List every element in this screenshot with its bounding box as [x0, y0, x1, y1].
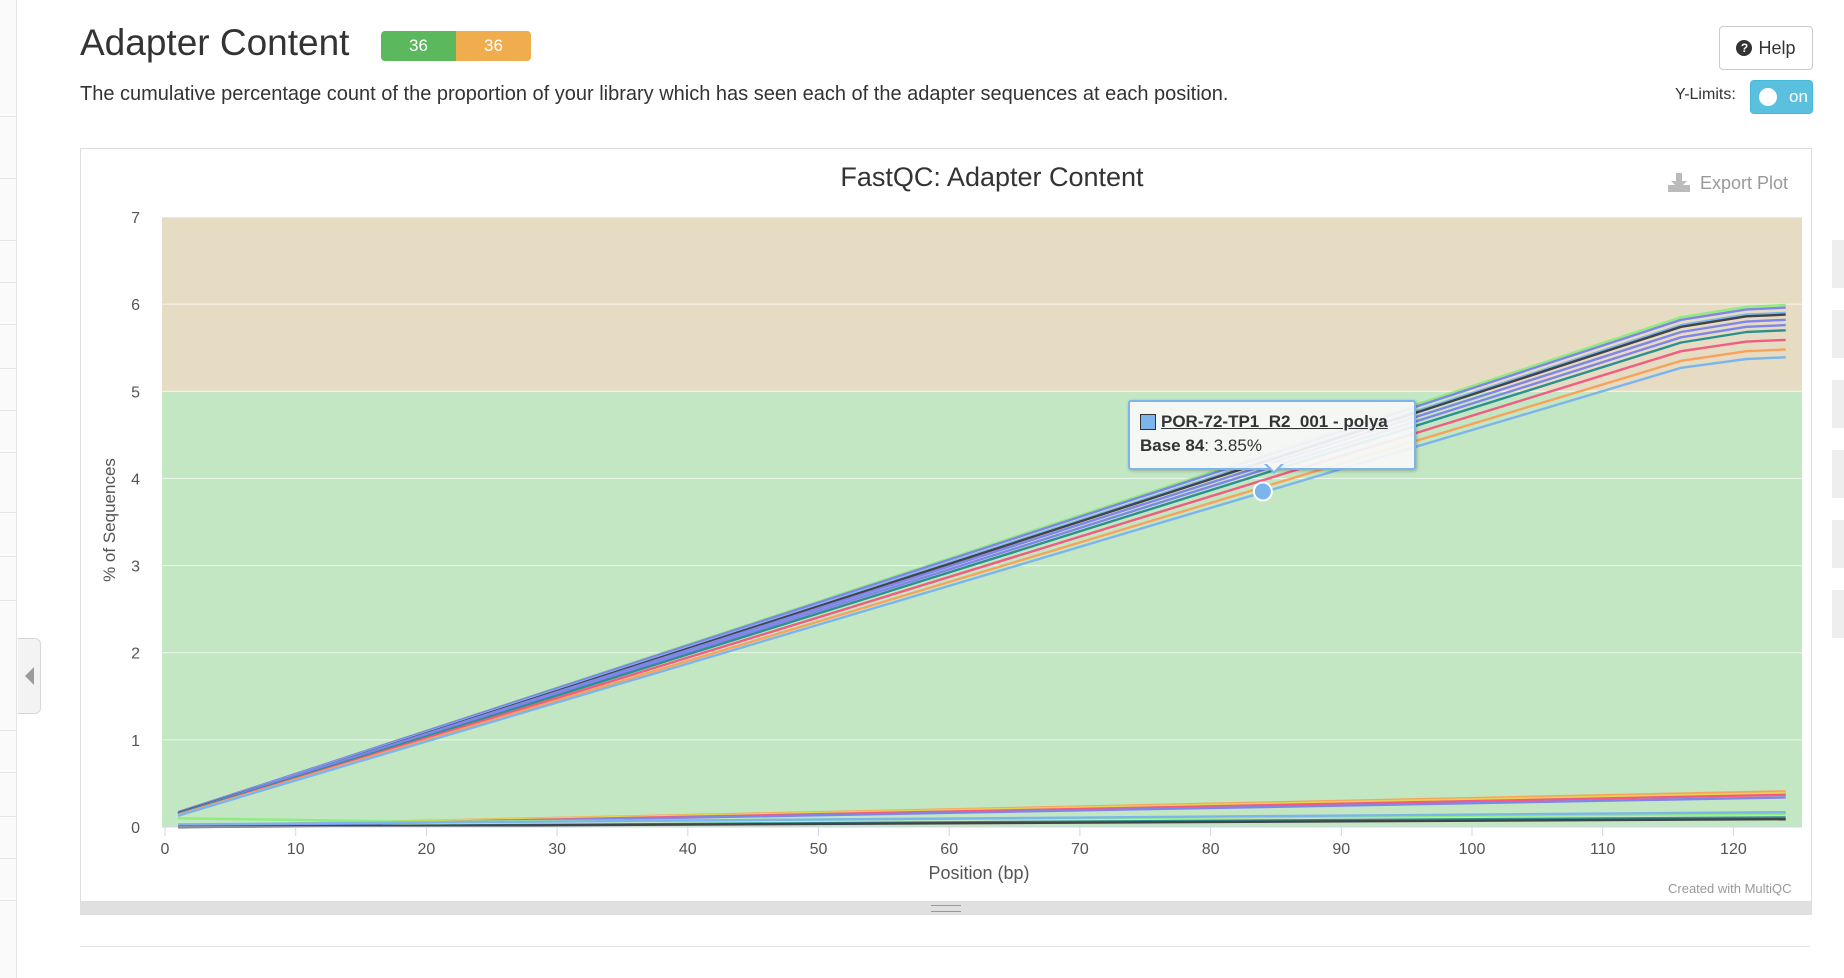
y-tick-label: 3 — [131, 559, 140, 576]
x-tick-label: 40 — [679, 841, 697, 858]
tooltip-value: : 3.85% — [1204, 436, 1262, 455]
section-title: Adapter Content — [80, 22, 350, 63]
lower-series-line-7[interactable] — [178, 818, 1786, 829]
x-tick-label: 50 — [810, 841, 828, 858]
y-tick-label: 5 — [131, 384, 140, 401]
grip-icon — [931, 904, 961, 912]
sidebar-collapse-button[interactable] — [18, 638, 41, 714]
divider — [80, 946, 1810, 947]
x-tick-label: 30 — [548, 841, 566, 858]
y-tick-label: 6 — [131, 297, 140, 314]
y-tick-label: 2 — [131, 646, 140, 663]
help-button[interactable]: ? Help — [1719, 26, 1813, 70]
plot-credit: Created with MultiQC — [1668, 881, 1792, 896]
ylimits-label: Y-Limits: — [1675, 86, 1736, 103]
export-plot-button[interactable]: Export Plot — [1666, 172, 1788, 194]
x-tick-label: 90 — [1332, 841, 1350, 858]
plot-resize-handle[interactable] — [80, 901, 1812, 915]
x-tick-label: 20 — [418, 841, 436, 858]
warn-badge[interactable]: 36 — [456, 31, 531, 61]
x-tick-label: 100 — [1459, 841, 1486, 858]
ylimits-toggle[interactable]: on — [1750, 80, 1813, 114]
x-tick-label: 110 — [1590, 841, 1616, 858]
chevron-left-icon — [24, 667, 34, 685]
tooltip-series-name: POR-72-TP1_R2_001 - polya — [1161, 412, 1388, 431]
toggle-label: on — [1789, 87, 1808, 106]
left-rail — [0, 0, 17, 978]
x-tick-label: 120 — [1720, 841, 1747, 858]
export-plot-label: Export Plot — [1700, 172, 1789, 193]
series-swatch — [1140, 414, 1156, 430]
question-circle-icon: ? — [1736, 40, 1753, 56]
upper-series-line-9[interactable] — [177, 356, 1786, 817]
x-tick-label: 0 — [161, 841, 170, 858]
right-edge-panel — [1832, 240, 1844, 660]
y-axis-label: % of Sequences — [100, 458, 119, 582]
toggle-knob — [1759, 88, 1777, 106]
hover-point[interactable] — [1252, 481, 1273, 502]
help-label: Help — [1758, 37, 1796, 58]
y-tick-label: 0 — [131, 820, 140, 837]
y-tick-label: 4 — [131, 471, 140, 488]
download-icon — [1668, 173, 1690, 192]
y-tick-label: 1 — [131, 733, 140, 750]
chart-title: FastQC: Adapter Content — [840, 162, 1144, 192]
tooltip-base-label: Base 84 — [1140, 436, 1205, 455]
plot-band-0 — [162, 391, 1802, 827]
x-axis-label: Position (bp) — [928, 863, 1029, 883]
status-badges: 36 36 — [381, 31, 531, 61]
chart-tooltip: POR-72-TP1_R2_001 - polya Base 84: 3.85% — [1128, 400, 1416, 474]
section-description: The cumulative percentage count of the p… — [80, 83, 1229, 105]
x-tick-label: 10 — [287, 841, 305, 858]
lower-series-line-5[interactable] — [178, 811, 1786, 826]
pass-badge[interactable]: 36 — [381, 31, 456, 61]
x-tick-label: 60 — [940, 841, 958, 858]
x-tick-label: 70 — [1071, 841, 1089, 858]
x-tick-label: 80 — [1202, 841, 1220, 858]
y-tick-label: 7 — [131, 210, 140, 227]
